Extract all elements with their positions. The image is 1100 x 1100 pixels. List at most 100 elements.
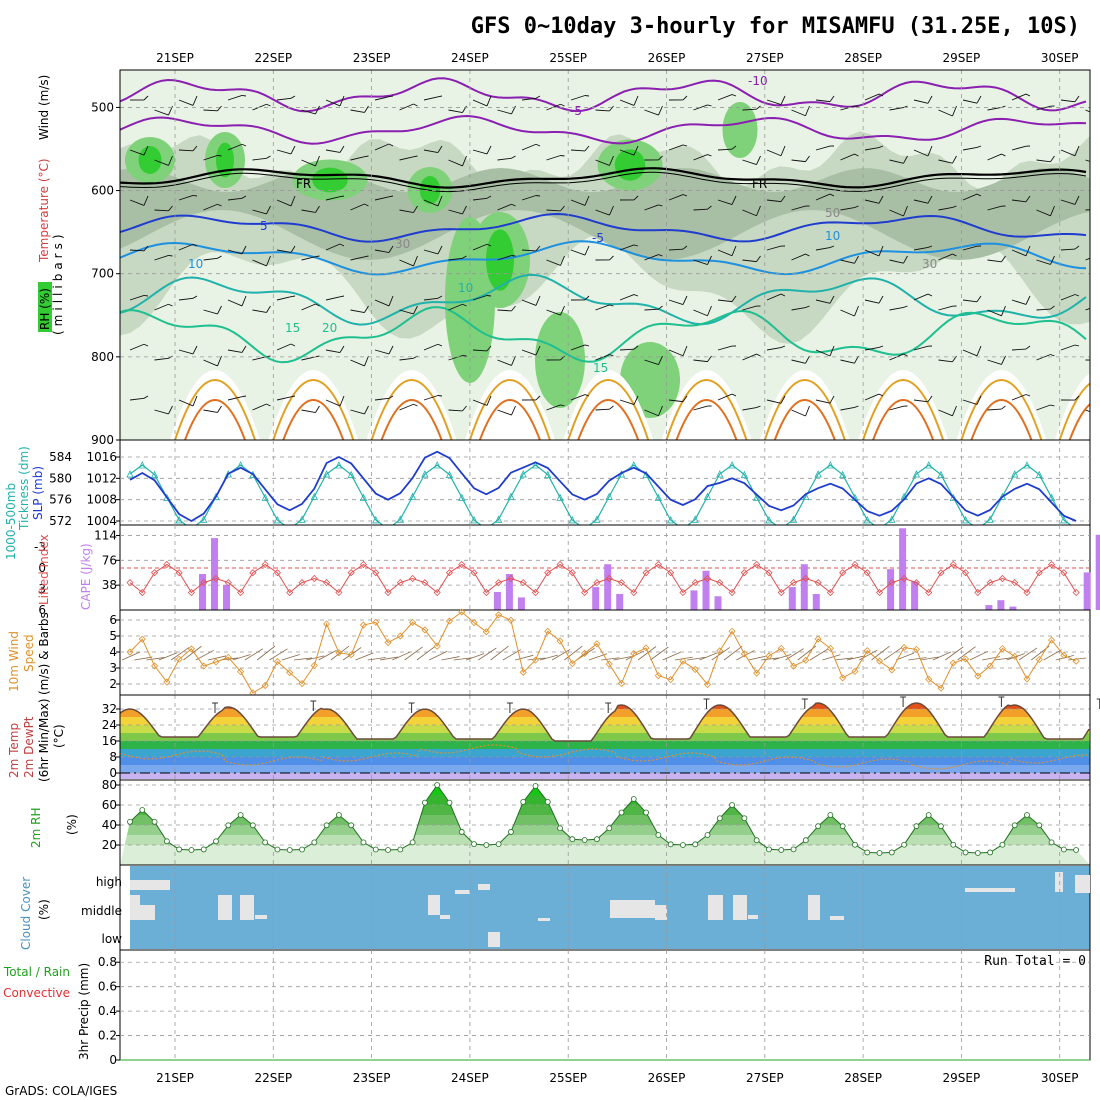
warm-contour [468,379,551,440]
wind-barb [584,195,590,206]
wind-barb [399,259,414,267]
wind-barb [413,155,418,158]
wind-barb [805,405,810,417]
temperature-contour [120,240,1087,276]
wind-barb [339,195,345,198]
wind-barb [878,345,884,348]
temp-label-2: 2m DewPt [22,716,36,778]
thickness-tick: 584 [49,450,72,464]
wind-barb [437,343,443,347]
rh-point [446,799,453,806]
thickness-point [212,492,220,500]
cloud-patch [130,895,140,920]
wind-speed-point [261,681,269,690]
thickness-point [925,461,933,469]
wind-speed-point [986,662,994,670]
wind-barb [938,206,953,211]
lifted-index-point [556,560,564,569]
lifted-index-point [409,574,417,583]
wind-barb [178,99,194,106]
rh-point [839,823,846,830]
temp-tick: 24 [102,718,117,732]
wind-barb [987,309,1002,317]
wind-barb [682,295,688,305]
wind-barb [453,657,472,661]
wind-barb [976,193,982,197]
lifted-index-point [519,579,527,587]
wind-barb [437,295,443,299]
wind-barb [584,394,590,397]
bottom-date-label: 24SEP [451,1071,489,1085]
thickness-point [310,492,318,500]
temp-line [119,702,1090,742]
wind-barb [756,353,761,357]
wind-barb [717,148,733,151]
wind-barb [791,109,806,117]
wind-barb [682,395,688,402]
wind-barb [217,105,222,112]
wind-barb [913,345,929,351]
wind-speed-point [286,668,294,677]
lifted-index-point [372,569,380,577]
warm-contour [272,379,355,440]
wind-barb [1074,395,1080,401]
cape-bar [812,593,820,610]
wind-barb [908,657,927,661]
wind-barb [693,104,708,111]
slp-label: SLP (mb) [31,466,45,520]
wind-speed-point [851,667,859,675]
thickness-point [1011,470,1019,478]
wind-barb [374,299,390,307]
wind-barb [472,243,488,251]
wind-barb [809,648,829,661]
wind-barb [1074,195,1080,205]
wind-barb [644,409,659,417]
bottom-date-label: 21SEP [156,1071,194,1085]
wind-barb [829,193,835,197]
wind-barb [416,646,436,661]
wind-barb [987,106,1002,111]
wind-barb [462,405,467,412]
thickness-point [126,470,134,478]
wind-barb [829,395,835,404]
wind-speed-point [458,608,466,616]
wind-barb [227,95,243,101]
wind-barb [962,399,978,405]
thickness-point [839,470,847,479]
wind-barb [609,354,614,357]
wind-barb [511,255,516,257]
wind-barb [217,305,222,315]
wind-barb [742,407,757,411]
wind-barb [742,259,757,263]
temp-band [120,741,1090,749]
wind-barb [609,105,614,112]
top-date-label: 24SEP [451,51,489,65]
wind-barb [1085,159,1090,162]
wind-barb [791,307,806,311]
rh-point [335,812,342,818]
wind-barb [595,159,610,166]
wind-speed-point [224,653,232,661]
wind-barb [633,244,639,247]
wind-barb [521,97,537,101]
rh-point [397,846,404,853]
wind-barb [511,305,516,312]
lifted-index-tick: 6 [38,603,46,617]
cloud-patch [428,895,440,915]
cape-bar [211,538,218,610]
wind-barb [854,205,859,208]
lifted-index-point [949,560,957,569]
wind-barb [276,296,292,301]
rh-point [139,807,146,813]
wind-barb [962,146,978,151]
wind-barb [183,645,202,661]
wind-barb [668,299,684,306]
wind-barb [546,155,561,161]
lifted-index-point [851,560,859,569]
wind-barb [1085,209,1090,211]
wind-barb [927,293,933,297]
wind-speed-point [396,632,404,640]
wind-speed-point [667,676,675,684]
wind-barb [129,149,145,156]
